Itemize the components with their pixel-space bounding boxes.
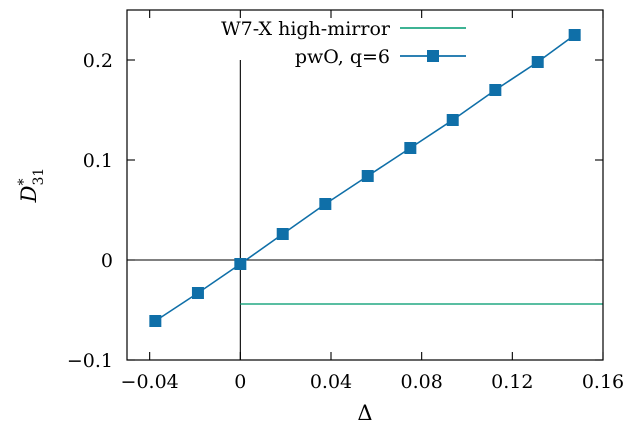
x-axis-label: Δ [357, 401, 372, 425]
y-tick-label: 0.1 [83, 150, 113, 172]
data-point [191, 287, 204, 299]
data-point [319, 198, 332, 210]
legend-swatch-marker [427, 50, 439, 62]
data-point [404, 142, 417, 154]
data-point [234, 258, 247, 270]
data-point [446, 114, 459, 126]
x-tick-label: −0.04 [121, 371, 179, 393]
data-point [149, 315, 162, 327]
legend-item-1: pwO, q=6 [295, 46, 466, 68]
series-1 [149, 29, 581, 327]
data-point [361, 170, 374, 182]
x-tick-label: 0.08 [401, 371, 443, 393]
x-tick-label: 0.16 [582, 371, 624, 393]
y-axis-label-base: D [17, 185, 41, 203]
x-tick-label: 0.12 [491, 371, 533, 393]
tick-labels: −0.04 0 0.04 0.08 0.12 0.16 −0.1 0 0.1 0.2 [67, 50, 624, 393]
data-point [568, 29, 581, 41]
y-tick-label: −0.1 [67, 350, 113, 372]
legend-label: pwO, q=6 [295, 46, 390, 68]
axis-ticks [127, 10, 604, 361]
data-point [489, 84, 502, 96]
legend-item-0: W7-X high-mirror [221, 18, 466, 40]
y-axis-label-sub: 31 [31, 168, 47, 186]
data-point [531, 56, 544, 68]
y-axis-label-sup: * [16, 178, 32, 185]
y-tick-label: 0.2 [83, 50, 113, 72]
x-tick-label: 0.04 [310, 371, 352, 393]
x-tick-label: 0 [234, 371, 246, 393]
y-tick-label: 0 [101, 250, 113, 272]
y-axis-label: D*31 [16, 168, 47, 204]
legend-label: W7-X high-mirror [221, 18, 391, 40]
plot-frame [126, 9, 604, 361]
data-point [276, 228, 289, 240]
legend: W7-X high-mirror pwO, q=6 [221, 18, 466, 68]
plot-content [127, 29, 603, 360]
